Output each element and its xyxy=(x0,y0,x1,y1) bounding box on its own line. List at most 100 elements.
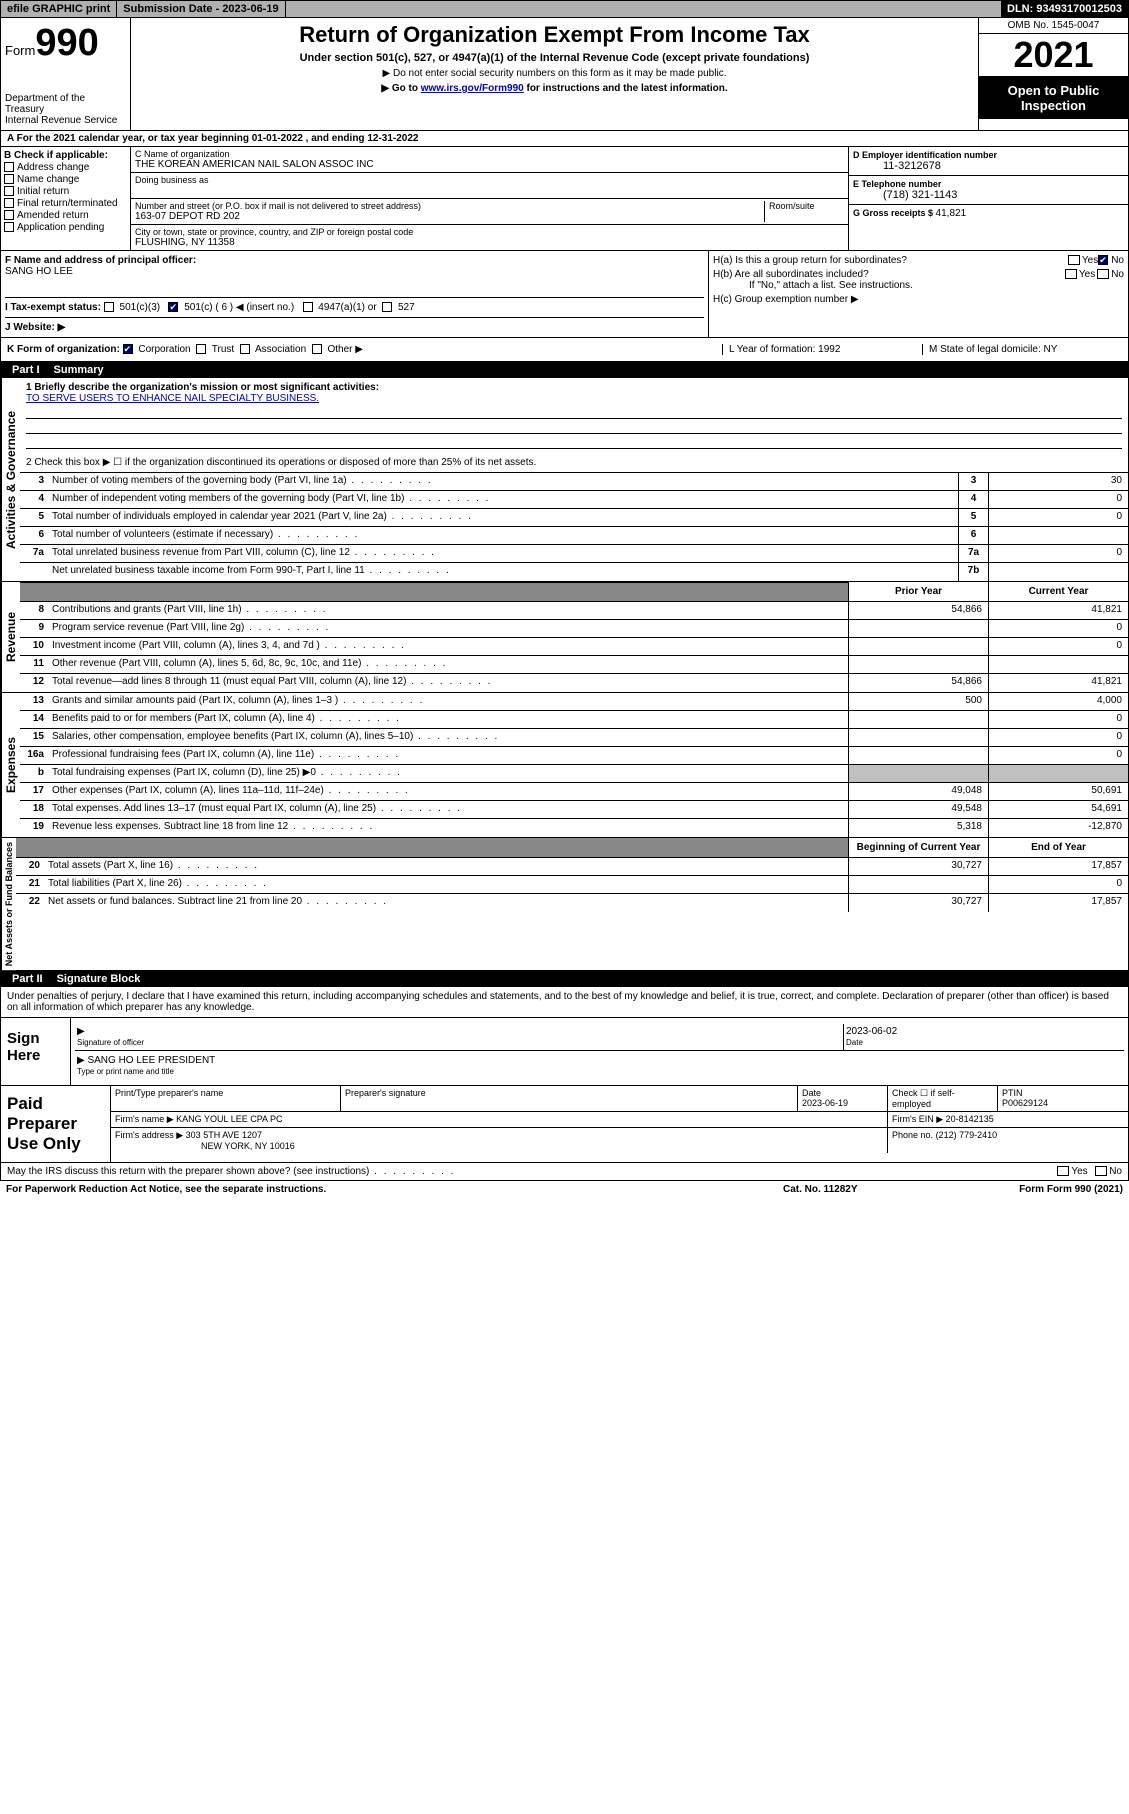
table-row: 18Total expenses. Add lines 13–17 (must … xyxy=(20,801,1128,819)
penalties-text: Under penalties of perjury, I declare th… xyxy=(1,987,1128,1017)
note-goto: ▶ Go to www.irs.gov/Form990 for instruct… xyxy=(135,83,974,94)
table-row: 17Other expenses (Part IX, column (A), l… xyxy=(20,783,1128,801)
table-row: 12Total revenue—add lines 8 through 11 (… xyxy=(20,674,1128,692)
part2-label: Part II xyxy=(6,973,49,985)
table-row: 20Total assets (Part X, line 16)30,72717… xyxy=(16,858,1128,876)
firm-addr-cell: Firm's address ▶ 303 5TH AVE 1207NEW YOR… xyxy=(111,1128,888,1153)
chk-501c3[interactable] xyxy=(104,302,114,312)
paid-preparer-label: Paid Preparer Use Only xyxy=(1,1086,111,1162)
rev-col-headers: Prior Year Current Year xyxy=(20,582,1128,602)
topbar-spacer xyxy=(286,1,1001,17)
chk-amended-return[interactable]: Amended return xyxy=(4,210,127,221)
col-org-info: C Name of organization THE KOREAN AMERIC… xyxy=(131,147,1128,250)
e-label: E Telephone number xyxy=(853,179,1124,189)
chk-4947[interactable] xyxy=(303,302,313,312)
form-number: Form990 xyxy=(5,22,126,65)
check-self-employed[interactable]: Check ☐ if self-employed xyxy=(888,1086,998,1111)
i-label: I Tax-exempt status: xyxy=(5,302,101,313)
form-title: Return of Organization Exempt From Incom… xyxy=(135,22,974,48)
gross-receipts: 41,821 xyxy=(936,208,967,219)
top-bar: efile GRAPHIC print Submission Date - 20… xyxy=(0,0,1129,18)
table-row: 13Grants and similar amounts paid (Part … xyxy=(20,693,1128,711)
chk-assoc[interactable] xyxy=(240,344,250,354)
cat-no: Cat. No. 11282Y xyxy=(783,1184,983,1195)
ein: 11-3212678 xyxy=(853,160,1124,172)
submission-date: Submission Date - 2023-06-19 xyxy=(117,1,285,17)
header-mid: Return of Organization Exempt From Incom… xyxy=(131,18,978,130)
efile-label[interactable]: efile GRAPHIC print xyxy=(1,1,117,17)
gov-row: 4Number of independent voting members of… xyxy=(20,491,1128,509)
ha-yes[interactable] xyxy=(1068,255,1080,265)
dept-treasury: Department of the Treasury xyxy=(5,93,126,115)
lbl-501c3: 501(c)(3) xyxy=(120,302,161,313)
part1-title: Summary xyxy=(54,364,104,376)
d-label: D Employer identification number xyxy=(853,150,1124,160)
ha-no[interactable] xyxy=(1098,255,1108,265)
irs-link[interactable]: www.irs.gov/Form990 xyxy=(421,83,524,94)
prep-name-h: Print/Type preparer's name xyxy=(111,1086,341,1111)
sign-fields: ▶Signature of officer 2023-06-02Date ▶ S… xyxy=(71,1018,1128,1085)
table-row: 19Revenue less expenses. Subtract line 1… xyxy=(20,819,1128,837)
note-ssn: ▶ Do not enter social security numbers o… xyxy=(135,68,974,79)
chk-application-pending[interactable]: Application pending xyxy=(4,222,127,233)
hb-no[interactable] xyxy=(1097,269,1109,279)
street-label: Number and street (or P.O. box if mail i… xyxy=(135,201,764,211)
netassets-section: Net Assets or Fund Balances Beginning of… xyxy=(0,838,1129,971)
chk-other[interactable] xyxy=(312,344,322,354)
street: 163-07 DEPOT RD 202 xyxy=(135,211,764,222)
tax-year-row: A For the 2021 calendar year, or tax yea… xyxy=(0,131,1129,147)
officer-name: SANG HO LEE xyxy=(5,266,704,277)
discuss-text: May the IRS discuss this return with the… xyxy=(7,1166,1055,1177)
sign-here-label: Sign Here xyxy=(1,1018,71,1085)
table-row: 21Total liabilities (Part X, line 26)0 xyxy=(16,876,1128,894)
table-row: bTotal fundraising expenses (Part IX, co… xyxy=(20,765,1128,783)
gross-cell: G Gross receipts $ 41,821 xyxy=(849,205,1128,222)
lbl-501c: 501(c) ( 6 ) ◀ (insert no.) xyxy=(184,302,294,313)
chk-name-change[interactable]: Name change xyxy=(4,174,127,185)
q1: 1 Briefly describe the organization's mi… xyxy=(26,382,379,393)
chk-corp[interactable] xyxy=(123,344,133,354)
street-cell: Number and street (or P.O. box if mail i… xyxy=(131,199,848,225)
lbl-4947: 4947(a)(1) or xyxy=(318,302,376,313)
hdr-begin: Beginning of Current Year xyxy=(848,838,988,857)
hdr-current: Current Year xyxy=(988,582,1128,601)
table-row: 9Program service revenue (Part VIII, lin… xyxy=(20,620,1128,638)
hc-label: H(c) Group exemption number ▶ xyxy=(713,294,1124,305)
gov-row: Net unrelated business taxable income fr… xyxy=(20,563,1128,581)
form-header: Form990 Department of the Treasury Inter… xyxy=(0,18,1129,131)
tax-year: 2021 xyxy=(979,34,1128,77)
part2-title: Signature Block xyxy=(57,973,141,985)
table-row: 22Net assets or fund balances. Subtract … xyxy=(16,894,1128,912)
chk-final-return[interactable]: Final return/terminated xyxy=(4,198,127,209)
paperwork-notice: For Paperwork Reduction Act Notice, see … xyxy=(6,1184,783,1195)
table-row: 10Investment income (Part VIII, column (… xyxy=(20,638,1128,656)
form-num: 990 xyxy=(35,22,98,64)
org-name: THE KOREAN AMERICAN NAIL SALON ASSOC INC xyxy=(135,159,844,170)
part1-label: Part I xyxy=(6,364,46,376)
sig-officer-sub: Signature of officer xyxy=(77,1038,144,1047)
footer-final: For Paperwork Reduction Act Notice, see … xyxy=(0,1181,1129,1198)
org-right: D Employer identification number 11-3212… xyxy=(848,147,1128,250)
row-fh: F Name and address of principal officer:… xyxy=(0,251,1129,338)
signature-block: Under penalties of perjury, I declare th… xyxy=(0,987,1129,1163)
gov-row: 5Total number of individuals employed in… xyxy=(20,509,1128,527)
chk-501c[interactable] xyxy=(168,302,178,312)
k-cell: K Form of organization: Corporation Trus… xyxy=(7,344,722,355)
gov-row: 7aTotal unrelated business revenue from … xyxy=(20,545,1128,563)
discuss-no[interactable] xyxy=(1095,1166,1107,1176)
ein-cell: D Employer identification number 11-3212… xyxy=(849,147,1128,176)
chk-trust[interactable] xyxy=(196,344,206,354)
dln: DLN: 93493170012503 xyxy=(1001,1,1128,17)
mission-text: TO SERVE USERS TO ENHANCE NAIL SPECIALTY… xyxy=(26,393,1122,404)
goto-post: for instructions and the latest informat… xyxy=(524,83,728,94)
chk-527[interactable] xyxy=(382,302,392,312)
discuss-row: May the IRS discuss this return with the… xyxy=(0,1163,1129,1181)
discuss-yes[interactable] xyxy=(1057,1166,1069,1176)
hb-yes[interactable] xyxy=(1065,269,1077,279)
goto-pre: ▶ Go to xyxy=(381,83,420,94)
firm-name-cell: Firm's name ▶ KANG YOUL LEE CPA PC xyxy=(111,1112,888,1127)
chk-initial-return[interactable]: Initial return xyxy=(4,186,127,197)
chk-address-change[interactable]: Address change xyxy=(4,162,127,173)
sign-here-row: Sign Here ▶Signature of officer 2023-06-… xyxy=(1,1017,1128,1085)
governance-section: Activities & Governance 1 Briefly descri… xyxy=(0,378,1129,582)
